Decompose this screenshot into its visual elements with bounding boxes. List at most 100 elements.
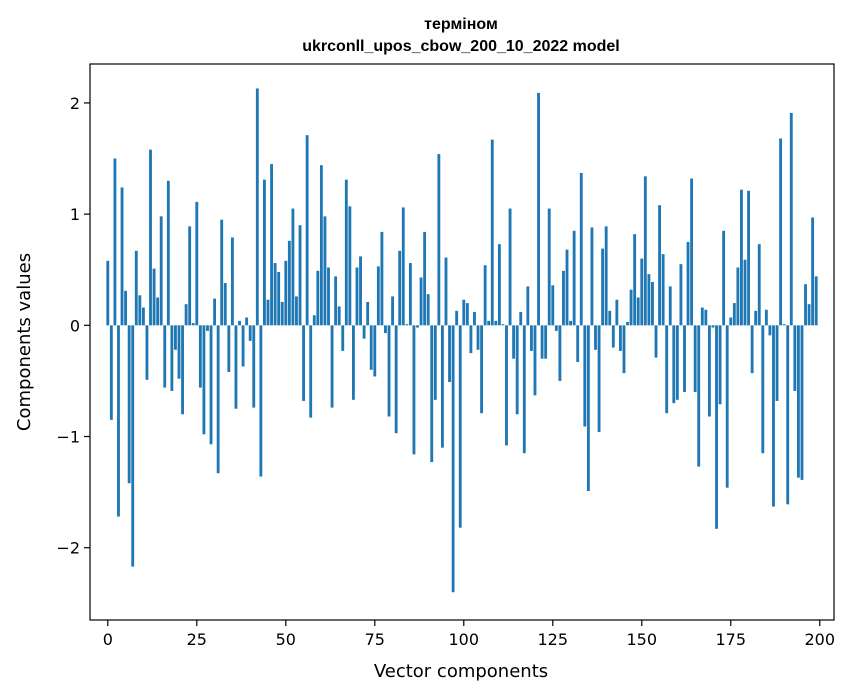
bar-51 <box>287 240 291 326</box>
bar-127 <box>558 325 562 381</box>
bar-61 <box>323 216 327 326</box>
bar-171 <box>715 325 718 529</box>
bar-186 <box>768 325 772 336</box>
bar-49 <box>280 301 284 326</box>
y-tick-label-2: 0 <box>70 316 80 335</box>
bar-75 <box>373 325 377 377</box>
bar-136 <box>590 227 594 326</box>
bar-189 <box>779 138 783 326</box>
bar-191 <box>786 325 790 505</box>
bar-182 <box>754 310 758 326</box>
bar-157 <box>665 325 669 414</box>
bar-43 <box>259 325 263 477</box>
bar-97 <box>451 325 455 593</box>
bar-163 <box>686 241 690 326</box>
bar-161 <box>679 264 683 326</box>
bar-13 <box>152 268 156 326</box>
bar-3 <box>117 325 120 517</box>
bar-74 <box>369 325 373 370</box>
bar-67 <box>344 179 348 326</box>
bar-138 <box>597 325 601 433</box>
bar-18 <box>170 325 174 391</box>
bar-192 <box>789 112 793 326</box>
chart-subtitle: ukrconll_upos_cbow_200_10_2022 model <box>302 38 619 55</box>
bar-31 <box>216 325 220 474</box>
bar-169 <box>707 325 711 417</box>
bar-38 <box>241 325 245 367</box>
bar-106 <box>483 265 487 326</box>
y-axis: −2 −1 0 1 2 <box>56 94 90 558</box>
bar-64 <box>334 276 338 326</box>
bar-34 <box>227 325 231 373</box>
bar-33 <box>223 283 227 326</box>
bar-82 <box>398 250 402 326</box>
bar-124 <box>547 208 551 326</box>
bar-41 <box>252 325 256 408</box>
bar-126 <box>554 325 558 331</box>
x-tick-label-0: 0 <box>103 630 113 649</box>
bar-166 <box>697 325 701 467</box>
bar-176 <box>732 303 736 326</box>
bar-11 <box>145 325 149 380</box>
bar-122 <box>540 325 544 359</box>
bar-1 <box>109 325 113 420</box>
bar-15 <box>159 216 163 326</box>
bar-114 <box>512 325 516 359</box>
bar-8 <box>134 250 138 326</box>
bar-142 <box>611 325 615 348</box>
bar-91 <box>430 325 434 463</box>
bar-79 <box>387 325 391 417</box>
bar-168 <box>704 309 708 326</box>
bar-80 <box>391 296 395 326</box>
bar-85 <box>408 263 412 326</box>
bar-9 <box>138 295 142 326</box>
bar-27 <box>202 325 206 435</box>
bar-59 <box>316 270 320 326</box>
bar-143 <box>615 299 619 326</box>
bar-139 <box>601 248 605 326</box>
bar-86 <box>412 325 416 455</box>
x-tick-label-125: 125 <box>538 630 569 649</box>
bar-178 <box>740 189 743 326</box>
bar-129 <box>565 249 569 326</box>
bar-12 <box>149 149 152 326</box>
bar-112 <box>505 325 508 446</box>
x-tick-label-25: 25 <box>187 630 207 649</box>
bar-109 <box>494 320 498 326</box>
bar-88 <box>419 277 423 326</box>
bar-118 <box>526 286 530 326</box>
bar-162 <box>683 325 686 393</box>
bar-104 <box>476 325 480 350</box>
bar-14 <box>156 297 160 326</box>
bar-96 <box>448 325 451 383</box>
bar-165 <box>693 325 697 393</box>
bar-84 <box>405 324 409 326</box>
bar-117 <box>522 325 526 454</box>
plot-frame <box>89 63 835 621</box>
x-tick-label-175: 175 <box>715 630 746 649</box>
bar-87 <box>416 325 419 328</box>
bar-141 <box>608 310 612 326</box>
bar-151 <box>643 176 647 326</box>
bar-170 <box>711 325 715 328</box>
bar-156 <box>661 254 665 326</box>
bar-146 <box>626 321 629 326</box>
bar-55 <box>302 325 306 401</box>
x-axis: 0 25 50 75 100 125 150 175 200 <box>103 620 835 649</box>
bar-0 <box>106 260 110 326</box>
bar-175 <box>729 317 733 326</box>
bar-105 <box>480 325 484 414</box>
bar-83 <box>401 207 405 326</box>
bar-115 <box>515 325 519 415</box>
bar-54 <box>298 225 302 326</box>
bar-21 <box>181 325 184 415</box>
bar-7 <box>131 325 135 567</box>
bar-6 <box>127 325 131 484</box>
bar-152 <box>647 274 651 326</box>
bar-30 <box>213 298 217 326</box>
bar-195 <box>800 325 804 480</box>
bar-113 <box>508 208 512 326</box>
bar-180 <box>747 190 750 326</box>
y-tick-label-4: 2 <box>70 94 80 113</box>
